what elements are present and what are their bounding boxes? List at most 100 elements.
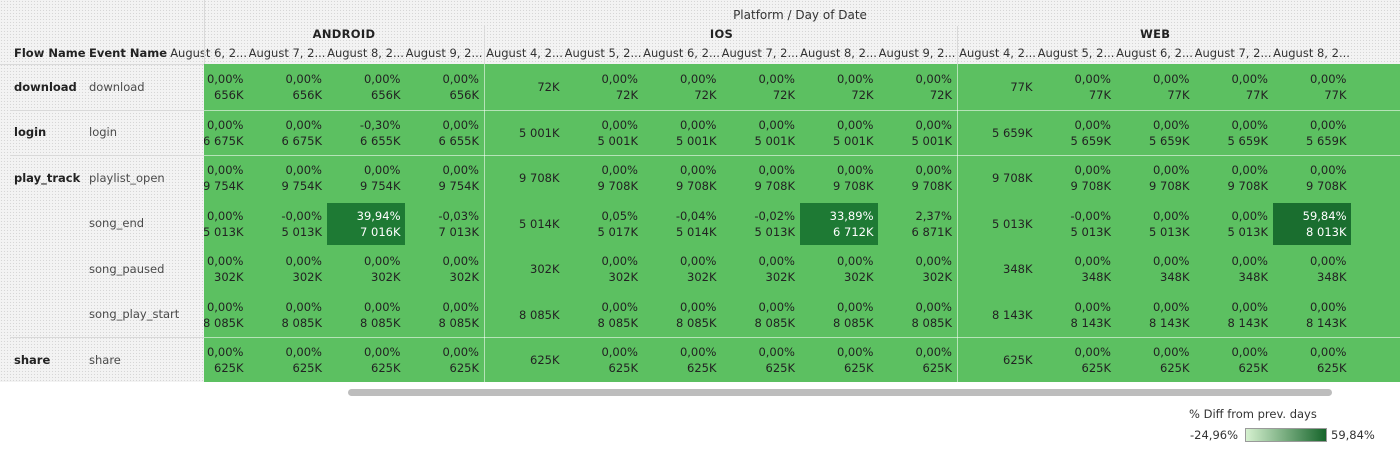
table-cell: 302K — [486, 248, 564, 291]
cell-pct-diff: 0,00% — [1309, 72, 1347, 86]
table-cell: 0,00% 348K — [1037, 248, 1115, 291]
cell-pct-diff: 0,00% — [285, 254, 322, 268]
cell-pct-diff: 0,00% — [1231, 208, 1268, 223]
row-separator — [204, 109, 1400, 111]
cell-pct-diff: 0,00% — [1309, 299, 1347, 314]
table-cell: 0,00% 625K — [721, 339, 799, 382]
table-cell: 5 001K — [486, 112, 564, 155]
cell-pct-diff: 0,00% — [679, 163, 717, 177]
event-name-label: login — [89, 125, 118, 140]
table-cell: 33,89% 6 712K — [800, 202, 878, 245]
table-cell: 9 708K — [959, 157, 1037, 200]
table-cell: 0,00% 9 708K — [1037, 157, 1115, 200]
cell-count: 302K — [844, 270, 874, 284]
heatmap-table: 0,00% 656K 0,00% 656K 0,00% 656K 0,00% 656K 72K 0… — [204, 64, 1400, 382]
table-cell: 0,00% 5 659K — [1273, 111, 1351, 154]
table-cell: 0,00% 302K — [721, 248, 799, 291]
cell-count: 625K — [608, 361, 639, 375]
table-cell: -0,02% 5 013K — [721, 202, 799, 245]
cell-count: 7 016K — [360, 224, 401, 239]
flow-name-label: login — [14, 125, 47, 140]
cell-pct-diff: 0,00% — [915, 345, 952, 359]
table-cell: 0,00% 348K — [1273, 248, 1351, 291]
cell-pct-diff: 0,00% — [363, 345, 401, 359]
table-cell: 0,00% 5 001K — [564, 111, 642, 154]
cell-pct-diff: 0,00% — [758, 254, 795, 268]
date-header: August 7, 2... — [1194, 46, 1272, 60]
table-cell: 0,00% 9 708K — [643, 157, 721, 200]
table-cell: 39,94% 7 016K — [327, 202, 405, 245]
cell-count: 8 013K — [1306, 224, 1347, 239]
cell-count: 625K — [449, 361, 480, 375]
table-cell: 0,00% 5 001K — [721, 111, 799, 154]
cell-count: 5 014K — [676, 224, 717, 239]
cell-count: 5 001K — [833, 133, 874, 148]
table-cell: 0,00% 625K — [1116, 339, 1194, 382]
flow-name-header: Flow Name — [14, 46, 86, 60]
table-cell: 0,00% 625K — [1194, 339, 1272, 382]
legend-title: % Diff from prev. days — [1189, 407, 1317, 421]
table-cell: 8 143K — [959, 294, 1037, 337]
cell-pct-diff: 0,00% — [915, 72, 952, 86]
cell-count: 9 708K — [1149, 179, 1190, 193]
cell-count: 72K — [772, 88, 795, 102]
cell-count: 5 013K — [1149, 224, 1190, 239]
row-divider — [10, 155, 204, 156]
cell-count: 5 017K — [597, 224, 638, 239]
cell-pct-diff: 0,00% — [285, 117, 322, 132]
platform-header-divider — [957, 26, 958, 64]
table-cell: 0,00% 9 754K — [248, 157, 326, 200]
cell-pct-diff: 0,00% — [1231, 299, 1268, 314]
cell-count: 5 014K — [519, 216, 560, 231]
cell-pct-diff: 0,00% — [363, 299, 401, 314]
cell-count: 8 085K — [676, 315, 717, 330]
cell-pct-diff: 0,00% — [601, 345, 638, 359]
cell-pct-diff: 0,00% — [679, 117, 717, 132]
table-cell: 625K — [486, 339, 564, 382]
horizontal-scrollbar[interactable] — [348, 389, 1332, 396]
cell-count: 5 013K — [1070, 224, 1111, 239]
table-cell: 0,00% 656K — [327, 66, 405, 109]
cell-count: 348K — [1081, 270, 1112, 284]
cell-count: 625K — [922, 361, 953, 375]
row-separator — [204, 337, 1400, 338]
cell-count: 9 708K — [833, 179, 874, 193]
cell-count: 656K — [371, 88, 401, 102]
cell-pct-diff: 0,00% — [758, 72, 795, 86]
cell-count: 302K — [687, 270, 717, 284]
platform-header: WEB — [1140, 27, 1171, 41]
date-header: August 9, 2... — [405, 46, 483, 60]
cell-count: 8 085K — [204, 315, 244, 330]
cell-count: 6 655K — [360, 133, 401, 148]
cell-count: 302K — [765, 270, 796, 284]
cell-pct-diff: 0,00% — [1152, 208, 1190, 223]
cell-pct-diff: 0,00% — [285, 163, 322, 177]
cell-count: 72K — [537, 80, 560, 95]
cell-pct-diff: 0,00% — [915, 254, 952, 268]
flow-name-label: share — [14, 352, 51, 367]
date-header: August 6, 2... — [643, 46, 720, 60]
date-header: August 8, 2... — [800, 46, 877, 60]
cell-count: 625K — [530, 353, 560, 368]
cell-count: 8 085K — [754, 315, 795, 330]
date-header: August 4, 2... — [486, 46, 563, 60]
cell-pct-diff: 39,94% — [356, 208, 401, 223]
cell-count: 8 143K — [1149, 315, 1190, 330]
table-cell: 0,00% 5 001K — [643, 111, 721, 154]
event-name-label: playlist_open — [89, 170, 165, 185]
table-cell: 0,00% 5 013K — [204, 202, 248, 245]
table-cell: 0,00% 348K — [1116, 248, 1194, 291]
cell-count: 625K — [765, 361, 796, 375]
table-cell: 0,00% 8 085K — [327, 293, 405, 336]
cell-pct-diff: 0,00% — [285, 299, 322, 314]
cell-pct-diff: 0,00% — [1309, 163, 1347, 177]
table-cell: 0,00% 9 754K — [327, 157, 405, 200]
table-cell: 0,00% 302K — [800, 248, 878, 291]
cell-pct-diff: 0,00% — [1231, 254, 1268, 268]
cell-count: 625K — [687, 361, 717, 375]
date-header: August 7, 2... — [248, 46, 326, 60]
table-cell: 0,00% 72K — [721, 66, 799, 109]
table-cell: -0,30% 6 655K — [327, 111, 405, 154]
cell-pct-diff: 0,00% — [1074, 163, 1111, 177]
cell-pct-diff: 0,00% — [442, 163, 479, 177]
